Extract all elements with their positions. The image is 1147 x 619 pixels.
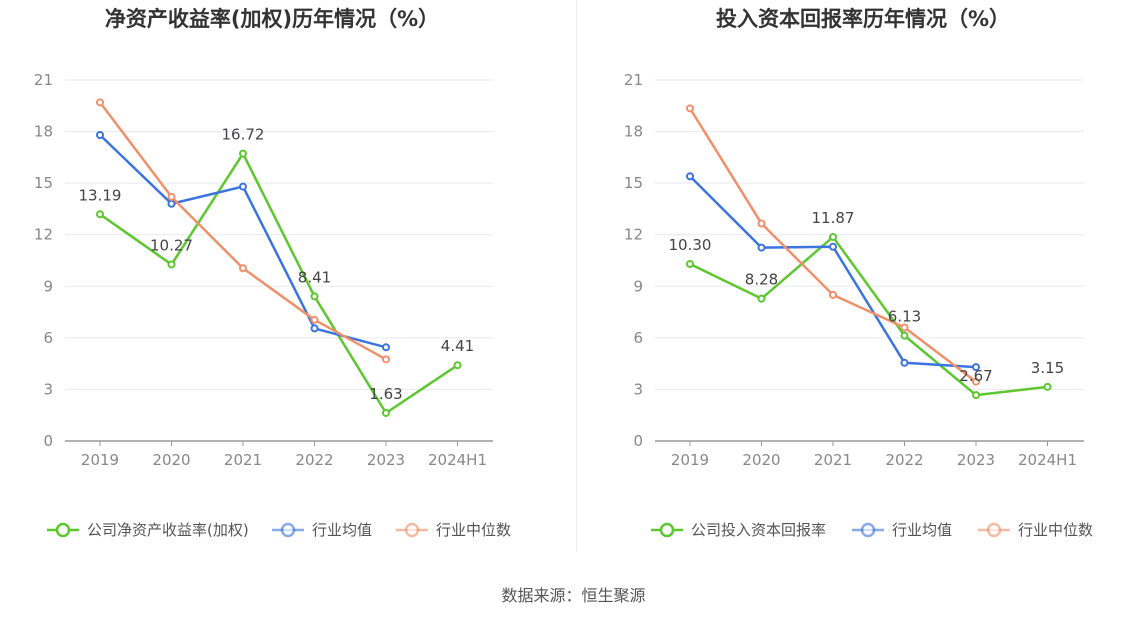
x-tick-label: 2020 (152, 451, 190, 469)
data-point-company (686, 259, 694, 268)
legend-label: 行业均值 (312, 521, 372, 539)
data-label: 2.67 (959, 367, 992, 385)
data-point-median (239, 264, 247, 273)
data-label: 16.72 (222, 126, 265, 144)
series-line-company (99, 152, 459, 415)
roe-chart: 净资产收益率(加权)历年情况（%） 0 3 6 9 12 15 18 21 2019 2020 202… (34, 7, 511, 539)
series-line-avg (689, 175, 977, 369)
data-point-company (453, 361, 462, 370)
data-point-median (972, 377, 980, 386)
x-tick-label: 2023 (957, 451, 995, 469)
data-point-median (829, 290, 837, 299)
legend-label: 行业中位数 (436, 521, 511, 539)
x-tick-label: 2024H1 (1018, 451, 1077, 469)
data-label: 10.30 (669, 236, 712, 254)
data-point-company (167, 260, 176, 269)
data-point-avg (96, 131, 104, 140)
y-tick-label: 3 (633, 380, 643, 398)
series-line-avg (99, 134, 387, 349)
data-point-median (310, 315, 319, 324)
legend-marker (860, 522, 876, 538)
data-point-avg (900, 358, 909, 367)
legend-label: 行业中位数 (1018, 521, 1093, 539)
data-point-avg (829, 242, 837, 251)
data-point-company (96, 210, 104, 219)
y-tick-label: 6 (633, 329, 643, 347)
x-tick-label: 2021 (814, 451, 852, 469)
y-tick-label: 18 (624, 123, 643, 141)
data-point-company (382, 408, 390, 417)
y-tick-label: 21 (624, 71, 643, 89)
data-point-median (757, 219, 766, 228)
x-tick-label: 2021 (224, 451, 262, 469)
data-label: 13.19 (79, 186, 122, 204)
data-point-company (310, 292, 319, 301)
data-label: 10.27 (150, 236, 193, 254)
legend-marker (404, 522, 420, 538)
data-source-label: 数据来源：恒生聚源 (501, 586, 646, 605)
data-point-avg (310, 324, 319, 333)
data-label: 8.41 (298, 268, 331, 286)
data-point-company (972, 391, 980, 400)
y-tick-label: 0 (43, 432, 53, 450)
data-label: 11.87 (812, 209, 855, 227)
y-tick-label: 12 (34, 226, 53, 244)
data-point-avg (686, 172, 694, 181)
x-tick-label: 2019 (671, 451, 709, 469)
data-label: 1.63 (369, 385, 402, 403)
chart-title: 净资产收益率(加权)历年情况（%） (105, 7, 439, 31)
y-tick-label: 15 (624, 174, 643, 192)
data-label: 4.41 (441, 337, 474, 355)
data-point-avg (239, 182, 247, 191)
legend-marker (986, 522, 1002, 538)
legend-marker (280, 522, 296, 538)
x-tick-label: 2024H1 (428, 451, 487, 469)
legend-label: 行业均值 (892, 521, 952, 539)
legend-label: 公司净资产收益率(加权) (87, 521, 249, 539)
y-tick-label: 0 (633, 432, 643, 450)
data-point-avg (972, 363, 980, 372)
legend-marker (659, 522, 675, 538)
y-tick-label: 3 (43, 380, 53, 398)
data-point-avg (382, 343, 390, 352)
data-point-median (382, 355, 390, 364)
data-label: 8.28 (745, 271, 778, 289)
data-label: 3.15 (1031, 359, 1064, 377)
roic-chart: 投入资本回报率历年情况（%） 0 3 6 9 12 15 18 21 2019 2020 2021 20… (624, 7, 1093, 539)
series-line-company (689, 235, 1048, 397)
x-tick-label: 2019 (81, 451, 119, 469)
data-point-company (900, 331, 909, 340)
y-tick-label: 21 (34, 71, 53, 89)
y-tick-label: 18 (34, 123, 53, 141)
data-point-company (1043, 382, 1052, 391)
x-tick-label: 2022 (885, 451, 923, 469)
data-point-company (829, 232, 837, 241)
y-tick-label: 9 (633, 277, 643, 295)
y-tick-label: 15 (34, 174, 53, 192)
chart-title: 投入资本回报率历年情况（%） (716, 7, 1010, 31)
x-tick-label: 2022 (295, 451, 333, 469)
data-label: 6.13 (888, 308, 921, 326)
y-tick-label: 6 (43, 329, 53, 347)
y-tick-label: 9 (43, 277, 53, 295)
data-point-company (757, 294, 766, 303)
data-point-avg (167, 199, 176, 208)
legend-marker (55, 522, 71, 538)
data-point-median (686, 104, 694, 113)
data-point-median (96, 98, 104, 107)
data-point-median (900, 323, 909, 332)
chart-divider (576, 0, 577, 552)
x-tick-label: 2020 (742, 451, 780, 469)
y-tick-label: 12 (624, 226, 643, 244)
legend-label: 公司投入资本回报率 (691, 521, 826, 539)
data-point-median (167, 192, 176, 201)
data-point-company (239, 149, 247, 158)
x-tick-label: 2023 (367, 451, 405, 469)
data-point-avg (757, 243, 766, 252)
